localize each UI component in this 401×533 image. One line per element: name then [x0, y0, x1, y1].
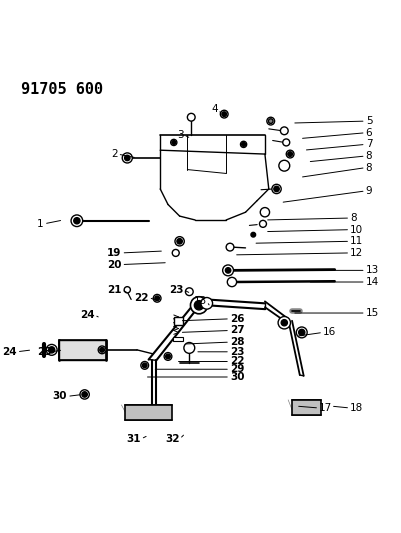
Circle shape: [74, 217, 80, 224]
Text: 10: 10: [349, 225, 363, 235]
Circle shape: [80, 390, 89, 399]
Bar: [125, 405, 172, 419]
Text: 4: 4: [211, 104, 218, 115]
Circle shape: [259, 207, 269, 217]
Text: 13: 13: [193, 296, 206, 306]
Circle shape: [221, 112, 226, 116]
Circle shape: [172, 141, 175, 144]
Bar: [173, 317, 182, 325]
Text: 15: 15: [365, 308, 378, 318]
Circle shape: [183, 343, 194, 353]
Text: 32: 32: [165, 434, 179, 444]
Circle shape: [82, 392, 87, 397]
Text: 22: 22: [229, 357, 244, 367]
Circle shape: [46, 344, 57, 356]
Text: 29: 29: [229, 364, 244, 374]
Circle shape: [227, 277, 236, 287]
Circle shape: [172, 249, 179, 256]
Text: 8: 8: [349, 213, 356, 223]
Circle shape: [153, 294, 161, 302]
Circle shape: [140, 361, 148, 369]
Circle shape: [142, 363, 147, 368]
Circle shape: [282, 139, 289, 146]
Bar: [291, 400, 320, 415]
Bar: [172, 337, 182, 341]
Circle shape: [298, 329, 304, 335]
Text: 23: 23: [168, 285, 183, 295]
Text: 22: 22: [134, 293, 148, 303]
Circle shape: [124, 287, 130, 293]
Circle shape: [296, 327, 306, 338]
Text: 24: 24: [79, 310, 94, 320]
Text: 28: 28: [229, 337, 244, 347]
Text: 14: 14: [365, 277, 378, 287]
Circle shape: [122, 153, 132, 163]
Circle shape: [185, 288, 193, 296]
Circle shape: [266, 117, 274, 125]
Text: 30: 30: [53, 391, 67, 401]
Text: 31: 31: [126, 434, 140, 444]
Text: 8: 8: [365, 163, 371, 173]
Circle shape: [71, 215, 83, 227]
Circle shape: [226, 243, 233, 251]
Text: 26: 26: [229, 314, 244, 324]
Bar: [59, 340, 106, 360]
Text: 30: 30: [229, 372, 244, 382]
Circle shape: [190, 297, 207, 314]
Circle shape: [280, 127, 288, 135]
Circle shape: [124, 155, 130, 160]
Text: 21: 21: [107, 285, 121, 295]
Text: 23: 23: [229, 347, 244, 357]
Circle shape: [277, 317, 290, 329]
Text: 17: 17: [318, 403, 332, 413]
Text: 27: 27: [229, 326, 244, 335]
Text: 20: 20: [107, 260, 121, 270]
Text: 9: 9: [365, 186, 371, 196]
Text: 8: 8: [365, 151, 371, 161]
Circle shape: [271, 184, 280, 193]
Text: 25: 25: [37, 347, 52, 357]
Text: 5: 5: [365, 116, 371, 126]
Circle shape: [222, 265, 233, 276]
Circle shape: [170, 139, 176, 146]
Text: 19: 19: [107, 248, 121, 258]
Text: 11: 11: [349, 236, 363, 246]
Text: 91705 600: 91705 600: [20, 82, 103, 98]
Bar: [59, 340, 106, 360]
Text: 7: 7: [365, 139, 371, 149]
Circle shape: [99, 348, 104, 352]
Text: 12: 12: [349, 248, 363, 258]
Circle shape: [240, 141, 246, 148]
Circle shape: [176, 239, 182, 244]
Text: 3: 3: [176, 130, 183, 140]
Circle shape: [220, 110, 227, 118]
Circle shape: [194, 301, 203, 310]
Text: 16: 16: [322, 327, 336, 337]
Text: 2: 2: [111, 149, 117, 159]
Circle shape: [165, 354, 170, 359]
Circle shape: [200, 297, 212, 309]
Circle shape: [164, 352, 172, 360]
Circle shape: [98, 346, 106, 354]
Circle shape: [286, 150, 293, 158]
Circle shape: [225, 268, 230, 273]
Circle shape: [259, 220, 266, 228]
Circle shape: [241, 142, 245, 147]
Circle shape: [273, 186, 279, 192]
Circle shape: [174, 237, 184, 246]
Circle shape: [154, 296, 159, 301]
Text: 24: 24: [2, 347, 17, 357]
Circle shape: [49, 347, 55, 353]
Circle shape: [280, 320, 287, 326]
Circle shape: [187, 114, 194, 121]
Text: 13: 13: [365, 265, 378, 276]
Text: 6: 6: [365, 128, 371, 138]
Circle shape: [268, 119, 272, 124]
Circle shape: [278, 160, 289, 171]
Circle shape: [287, 152, 292, 156]
Text: 18: 18: [349, 403, 363, 413]
Text: 1: 1: [37, 219, 44, 229]
Circle shape: [250, 232, 255, 237]
